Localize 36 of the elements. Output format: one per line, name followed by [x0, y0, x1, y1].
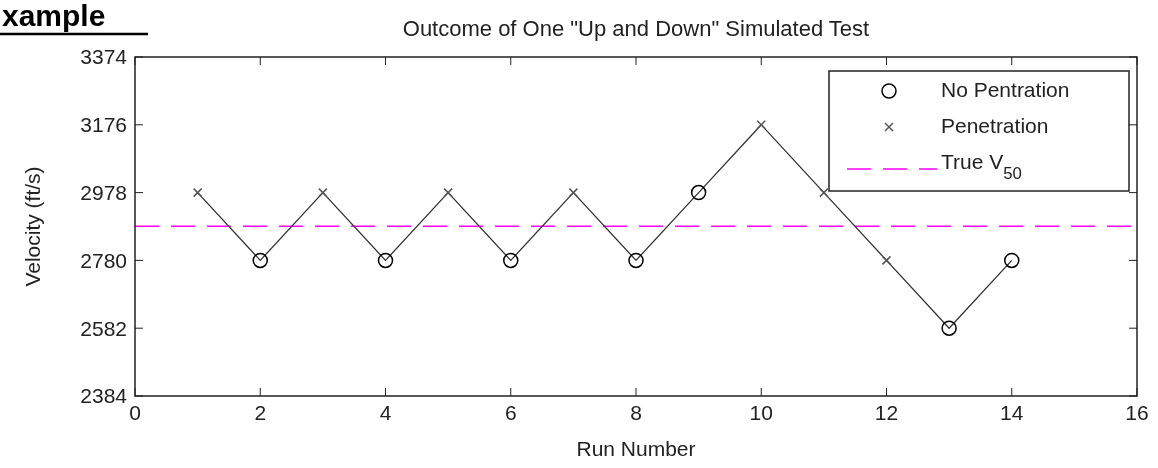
point: [568, 187, 579, 198]
point: [443, 187, 453, 198]
chart-title: Outcome of One "Up and Down" Simulated Test: [402, 16, 870, 41]
x-tick-label: 6: [504, 401, 517, 424]
x-tick-label: 0: [129, 401, 141, 424]
point: [941, 320, 957, 336]
point: [819, 187, 829, 198]
x-tick-label: 4: [379, 401, 392, 424]
legend-label: Penetration: [941, 114, 1049, 137]
y-axis-title: Velocity (ft/s): [21, 166, 44, 287]
point: [252, 252, 268, 269]
x-tick-label: 10: [749, 401, 773, 424]
legend-label: True V$_{50}$: [941, 150, 1022, 183]
text: xample: [2, 0, 106, 32]
point: [881, 255, 892, 266]
point: [503, 252, 519, 269]
y-tick-label: 2384: [80, 384, 128, 408]
x-tick-label: 14: [1000, 401, 1024, 424]
point: [690, 184, 707, 201]
point: [756, 120, 766, 130]
y-tick-label: 2780: [80, 248, 127, 272]
y-tick-label: 2582: [80, 316, 127, 340]
y-tick-label: 3176: [80, 113, 127, 137]
point: [318, 187, 328, 198]
point: [1004, 252, 1020, 269]
y-tick-label: 3374: [80, 45, 128, 69]
point: [192, 187, 203, 198]
x-tick-label: 12: [874, 401, 899, 424]
point: [377, 252, 394, 269]
x-axis-title: Run Number: [576, 437, 696, 460]
legend-label: No Pentration: [941, 78, 1070, 101]
point: [628, 252, 644, 269]
x-tick-label: 16: [1125, 401, 1149, 424]
x-tick-label: 2: [254, 401, 267, 424]
x-tick-label: 8: [630, 401, 642, 424]
y-tick-label: 2978: [80, 180, 127, 204]
